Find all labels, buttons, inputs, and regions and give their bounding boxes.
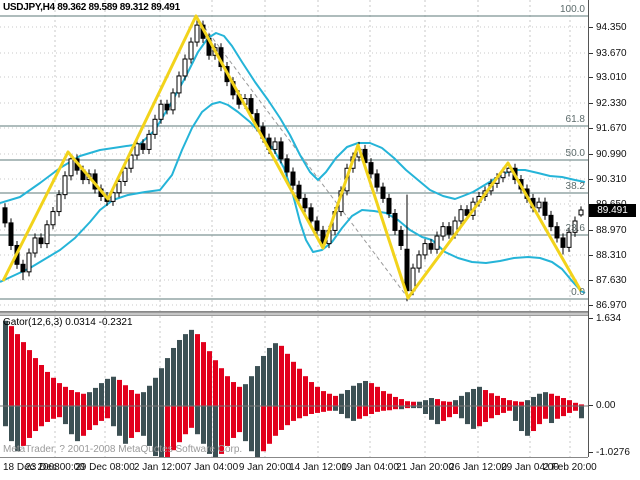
indicator-canvas[interactable] — [0, 316, 588, 457]
pane-separator[interactable] — [0, 312, 640, 316]
price-axis-tick — [589, 103, 593, 104]
time-axis-label: 23 Dec 00:00 — [25, 462, 85, 473]
time-axis-label: 7 Jan 04:00 — [185, 462, 239, 473]
price-axis-label: 87.630 — [596, 275, 627, 286]
price-axis-tick — [589, 27, 593, 28]
indicator-axis-tick — [589, 405, 593, 406]
price-chart-canvas[interactable] — [0, 0, 588, 311]
price-axis-tick — [589, 77, 593, 78]
fib-level-label: 0.0 — [571, 287, 585, 298]
price-axis-tick — [589, 255, 593, 256]
price-axis-tick — [589, 154, 593, 155]
price-axis-label: 90.310 — [596, 174, 627, 185]
current-price-badge: 89.491 — [589, 204, 636, 217]
price-axis-tick — [589, 179, 593, 180]
price-axis-label: 92.330 — [596, 98, 627, 109]
price-axis-label: 94.350 — [596, 22, 627, 33]
indicator-label: Gator(12,6,3) 0.0314 -0.2321 — [3, 317, 133, 328]
indicator-axis-tick — [589, 318, 593, 319]
indicator-pane[interactable]: Gator(12,6,3) 0.0314 -0.2321 — [0, 316, 588, 458]
indicator-axis-tick — [589, 452, 593, 453]
indicator-axis-label: 1.634 — [596, 313, 622, 324]
time-axis-label: 19 Jan 04:00 — [341, 462, 399, 473]
time-axis-label: 21 Jan 20:00 — [396, 462, 454, 473]
price-axis-label: 90.990 — [596, 149, 627, 160]
time-axis[interactable]: 18 Dec 2008 23 Dec 00:00 29 Dec 08:00 2 Jan… — [0, 458, 640, 480]
indicator-axis-label: -1.0276 — [596, 447, 630, 458]
time-axis-label: 29 Dec 08:00 — [75, 462, 135, 473]
price-axis-tick — [589, 53, 593, 54]
time-axis-label: 18 Dec 2008 — [3, 462, 60, 473]
price-axis-tick — [589, 230, 593, 231]
chart-symbol-title: USDJPY,H4 89.362 89.589 89.312 89.491 — [3, 2, 180, 13]
price-axis-tick — [589, 280, 593, 281]
fib-level-label: 23.6 — [565, 223, 585, 234]
fib-level-label: 38.2 — [565, 181, 585, 192]
time-axis-label: 2 Feb 20:00 — [543, 462, 597, 473]
price-axis-tick — [589, 305, 593, 306]
watermark: MetaTrader, ? 2001-2008 MetaQuotes Softw… — [3, 444, 243, 455]
price-axis-label: 93.010 — [596, 72, 627, 83]
price-axis-label: 88.310 — [596, 250, 627, 261]
fib-level-label: 100.0 — [559, 4, 585, 15]
fib-level-label: 50.0 — [565, 148, 585, 159]
fib-level-label: 61.8 — [565, 114, 585, 125]
time-axis-label: 14 Jan 12:00 — [289, 462, 347, 473]
time-axis-label: 9 Jan 20:00 — [238, 462, 292, 473]
price-axis-label: 88.970 — [596, 225, 627, 236]
indicator-axis-label: 0.00 — [596, 400, 616, 411]
time-axis-label: 26 Jan 12:00 — [449, 462, 507, 473]
time-axis-label: 29 Jan 04:00 — [501, 462, 559, 473]
time-axis-label: 2 Jan 12:00 — [133, 462, 187, 473]
price-axis-label: 91.670 — [596, 123, 627, 134]
price-axis[interactable]: 94.350 93.670 93.010 92.330 91.670 90.990 90.3… — [588, 0, 640, 458]
price-axis-label: 86.970 — [596, 300, 627, 311]
price-axis-label: 93.670 — [596, 48, 627, 59]
price-chart-pane[interactable]: USDJPY,H4 89.362 89.589 89.312 89.491 10… — [0, 0, 588, 312]
price-axis-tick — [589, 128, 593, 129]
